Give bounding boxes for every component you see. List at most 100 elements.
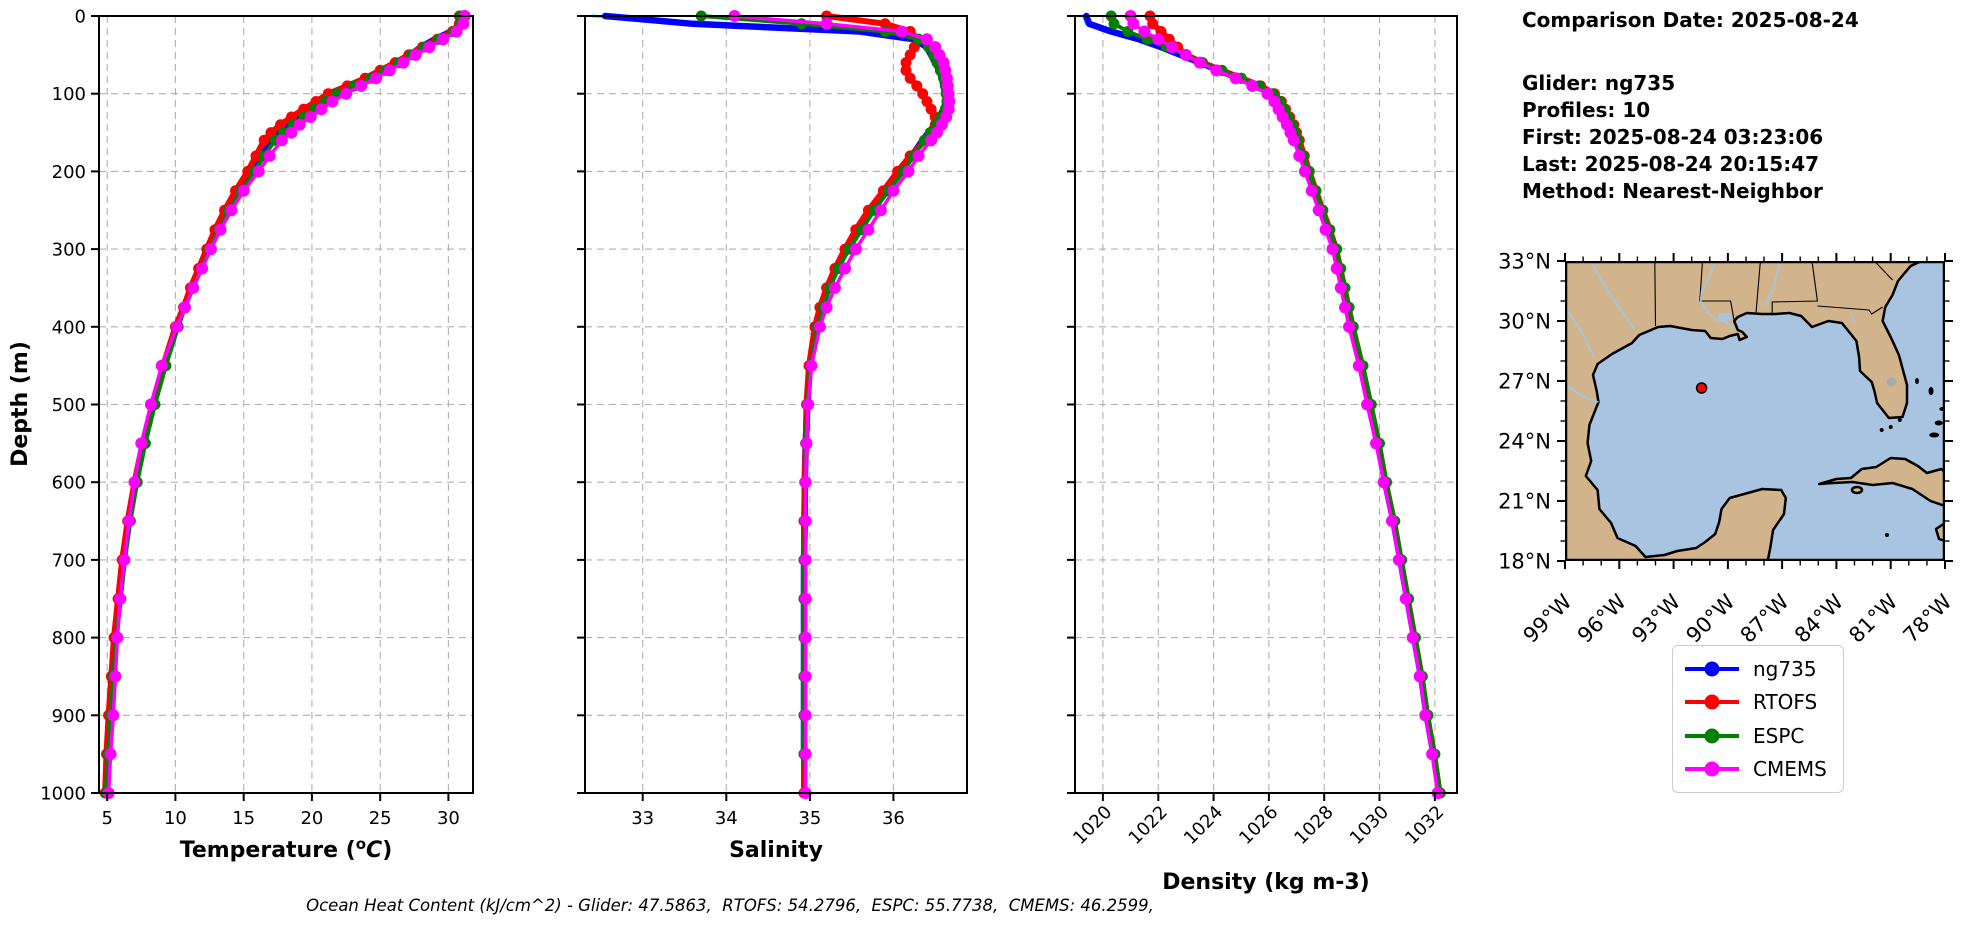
x-tick-label: 1020	[1069, 802, 1116, 849]
temperature-CMEMS-markers	[102, 10, 471, 799]
y-tick-label: 500	[52, 395, 86, 416]
map-state-border-ms-al	[1755, 261, 1761, 315]
data-point-marker	[252, 165, 265, 178]
map-lon-tick-label: 87°W	[1736, 589, 1794, 647]
last-profile-time-text: Last: 2025-08-24 20:15:47	[1522, 152, 1820, 176]
x-tick-label: 1032	[1401, 802, 1448, 849]
data-point-marker	[298, 103, 310, 115]
data-point-marker	[1319, 223, 1332, 236]
map-state-border-la-ms	[1699, 261, 1735, 322]
legend-label-espc: ESPC	[1753, 723, 1805, 748]
data-point-marker	[128, 476, 141, 489]
x-tick-label: 15	[232, 808, 255, 829]
map-lat-tick-label: 33°N	[1498, 250, 1551, 274]
data-point-marker	[1406, 631, 1419, 644]
map-frame	[1565, 261, 1945, 561]
data-point-marker	[799, 515, 812, 527]
data-point-marker	[912, 149, 925, 162]
data-point-marker	[355, 79, 368, 92]
y-tick-label: 200	[52, 162, 86, 183]
data-point-marker	[1419, 709, 1432, 722]
data-point-marker	[107, 709, 120, 722]
data-point-marker	[423, 41, 436, 54]
data-point-marker	[902, 165, 915, 178]
data-point-marker	[1246, 79, 1259, 92]
map-lon-tick-label: 96°W	[1573, 589, 1631, 647]
data-point-marker	[799, 748, 812, 761]
map-state-border-fl-ga	[1817, 305, 1883, 315]
data-point-marker	[104, 748, 117, 761]
temperature-plot: 5 10 15 20 25 3001002003004005006007008009001…	[8, 7, 474, 863]
data-point-marker	[874, 204, 887, 217]
salinity-ng735-line	[601, 12, 950, 758]
data-point-marker	[904, 72, 916, 84]
first-profile-time-text: First: 2025-08-24 03:23:06	[1522, 125, 1824, 149]
data-point-marker	[170, 320, 183, 333]
salinity-plot: 33 34 35 36 Salinity	[577, 10, 968, 863]
data-point-marker	[1326, 243, 1339, 256]
y-tick-label: 600	[52, 473, 86, 494]
y-tick-label: 1000	[40, 784, 86, 805]
data-point-marker	[304, 111, 317, 123]
data-point-marker	[111, 631, 124, 644]
map-state-border-tx-la	[1654, 261, 1657, 327]
density-ng735-line	[1083, 12, 1437, 758]
data-point-marker	[258, 134, 270, 146]
data-point-marker	[155, 359, 168, 372]
density-plot: 1020 1022 1024 1026 1028 1030 1032 Density (kg …	[1067, 10, 1458, 895]
map-island-bahamas-4	[1928, 387, 1934, 395]
map-island-keys-2	[1888, 425, 1893, 429]
legend-label-cmems: CMEMS	[1753, 757, 1827, 782]
map-island-cayman	[1885, 533, 1889, 537]
map-lat-tick-label: 24°N	[1498, 430, 1551, 454]
profiles-count-text: Profiles: 10	[1522, 98, 1651, 122]
x-tick-label: 34	[715, 808, 738, 829]
data-point-marker	[920, 33, 933, 46]
map-state-border-ga-sc	[1874, 261, 1893, 281]
data-point-marker	[225, 204, 238, 217]
map-island-bahamas-3	[1929, 432, 1940, 438]
x-tick-label: 33	[631, 808, 654, 829]
legend-marker-icon	[1704, 761, 1720, 777]
y-tick-label: 700	[52, 550, 86, 571]
data-point-marker	[250, 150, 262, 162]
data-point-marker	[109, 670, 122, 683]
data-point-marker	[849, 243, 862, 256]
data-point-marker	[1261, 87, 1274, 100]
legend-swatch-rtofs	[1685, 694, 1739, 710]
legend-item-rtofs: RTOFS	[1683, 690, 1843, 714]
x-tick-label: 30	[437, 808, 460, 829]
data-point-marker	[187, 281, 200, 294]
data-point-marker	[275, 134, 288, 147]
data-point-marker	[1229, 72, 1242, 85]
data-point-marker	[397, 56, 410, 69]
data-point-marker	[450, 25, 463, 38]
legend-label-ng735: ng735	[1753, 656, 1817, 681]
data-point-marker	[1334, 281, 1347, 294]
y-tick-label: 0	[75, 7, 86, 28]
ocean-heat-content-annotation: Ocean Heat Content (kJ/cm^2) - Glider: 4…	[306, 896, 1154, 915]
map-land-mainland	[1565, 261, 1923, 561]
data-point-marker	[144, 398, 157, 411]
data-point-marker	[1210, 64, 1223, 77]
data-point-marker	[1305, 184, 1318, 197]
y-tick-label: 100	[52, 84, 86, 105]
gulf-of-mexico-map	[1565, 261, 1945, 561]
data-point-marker	[1392, 553, 1405, 566]
data-point-marker	[1127, 17, 1140, 30]
y-tick-label: 800	[52, 628, 86, 649]
data-point-marker	[799, 553, 812, 566]
x-tick-label: 10	[164, 808, 187, 829]
legend-item-espc: ESPC	[1683, 724, 1843, 748]
data-point-marker	[1339, 301, 1351, 314]
info-panel: Comparison Date: 2025-08-24 Glider: ng73…	[1522, 8, 1859, 206]
map-river-mississippi	[1699, 261, 1734, 330]
y-axis-label: Depth (m)	[8, 341, 33, 467]
data-point-marker	[1193, 56, 1206, 69]
data-point-marker	[340, 87, 353, 100]
glider-name-text: Glider: ng735	[1522, 71, 1676, 95]
data-point-marker	[1312, 204, 1325, 217]
data-point-marker	[1287, 134, 1300, 147]
data-point-marker	[237, 184, 250, 197]
data-point-marker	[799, 592, 812, 605]
